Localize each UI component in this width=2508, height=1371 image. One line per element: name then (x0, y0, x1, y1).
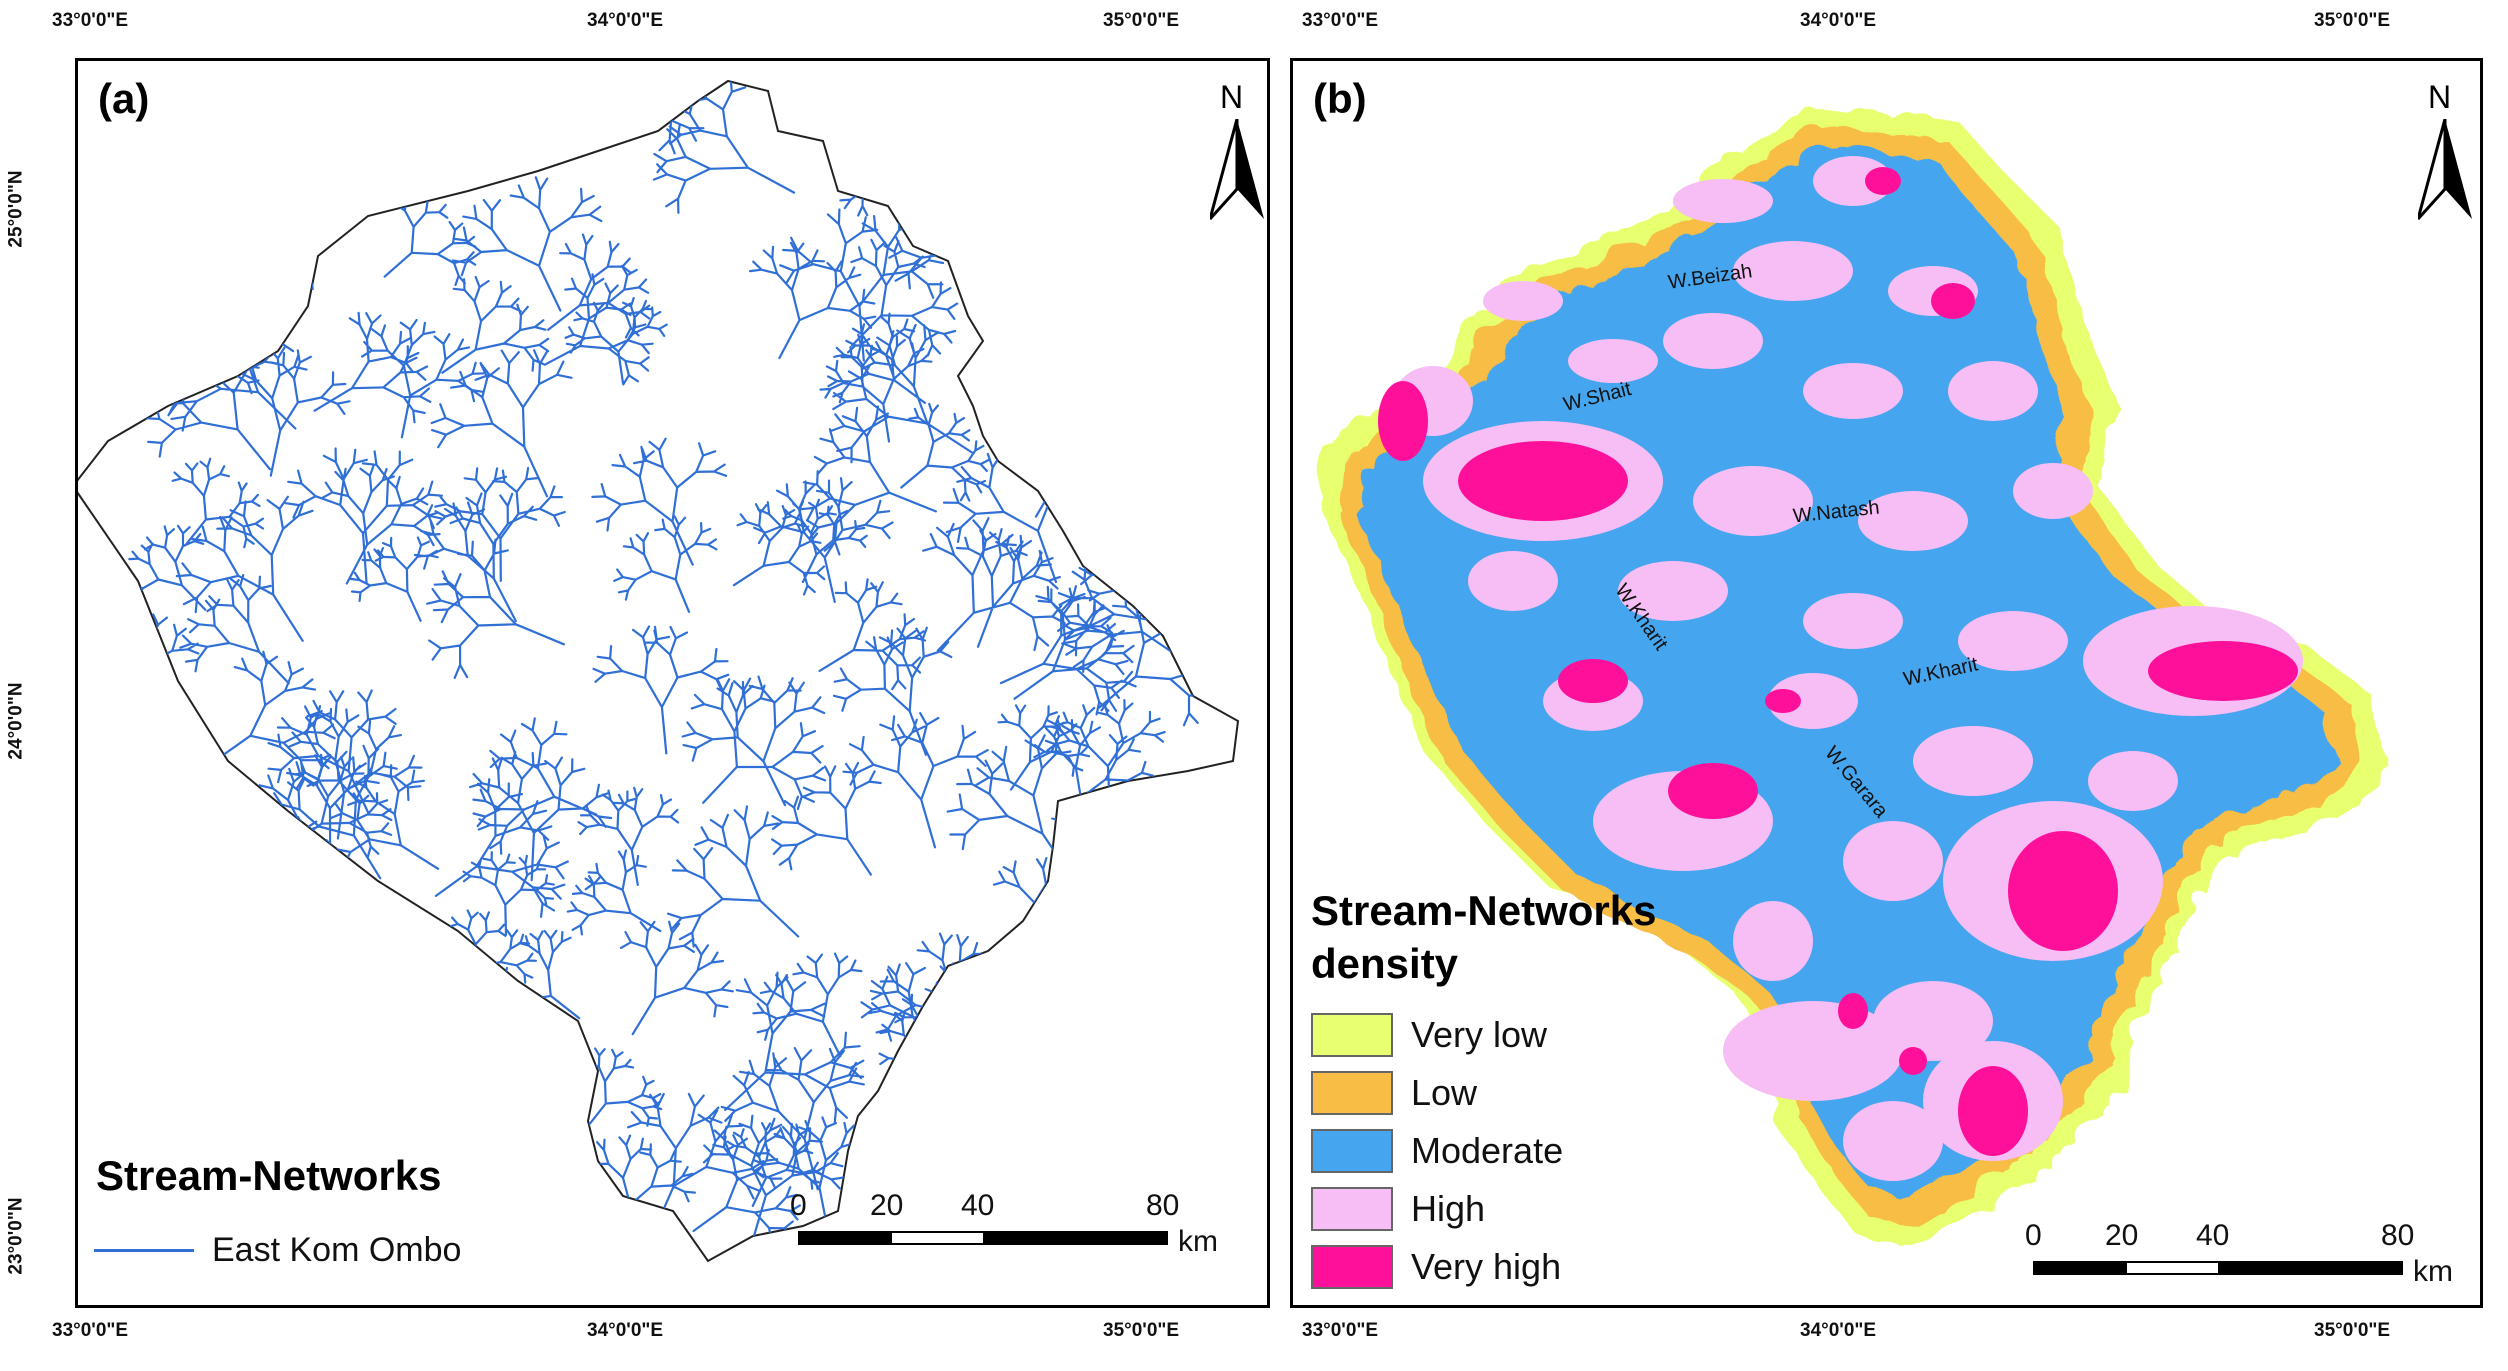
lon-label-bottom-a-34: 34°0'0"E (587, 1320, 664, 1341)
panel-b-scalebar: 0 20 40 80 km (2025, 1219, 2453, 1305)
legend-label-moderate: Moderate (1411, 1130, 1564, 1171)
panel-b-density-raster (1313, 101, 2383, 1246)
north-letter: N (2428, 79, 2452, 115)
north-arrow-icon (1210, 119, 1264, 221)
legend-label-low: Low (1411, 1072, 1478, 1113)
legend-class-very-low: Very low (1311, 1013, 1547, 1057)
legend-item-label: East Kom Ombo (212, 1231, 462, 1269)
panel-b-legend-title-line1: Stream-Networks (1311, 887, 1657, 934)
lon-label-bottom-b-35: 35°0'0"E (2314, 1320, 2391, 1341)
lon-label-bottom-b-34: 34°0'0"E (1800, 1320, 1877, 1341)
scale-tick-80: 80 (1146, 1189, 1180, 1222)
lon-label-top-a-35: 35°0'0"E (1103, 10, 1180, 31)
panel-a-stream-networks-map: (a) N Stream-Networks East Kom Ombo 0 20… (75, 58, 1270, 1308)
legend-label-high: High (1411, 1188, 1486, 1229)
legend-class-high: High (1311, 1187, 1485, 1231)
legend-class-low: Low (1311, 1071, 1477, 1115)
panel-a-basin (78, 79, 1240, 1263)
legend-swatch-moderate (1311, 1129, 1393, 1173)
lon-label-top-a-33: 33°0'0"E (52, 10, 129, 31)
legend-swatch-high (1311, 1187, 1393, 1231)
lat-label-24: 24°0'0"N (5, 682, 27, 760)
legend-class-very-high: Very high (1311, 1245, 1561, 1289)
scale-unit: km (1178, 1225, 1218, 1258)
panel-b-legend-title-line2: density (1311, 940, 1459, 987)
lon-label-top-b-35: 35°0'0"E (2314, 10, 2391, 31)
scale-unit: km (2413, 1255, 2453, 1288)
legend-swatch-low (1311, 1071, 1393, 1115)
legend-class-moderate: Moderate (1311, 1129, 1563, 1173)
lon-label-top-b-33: 33°0'0"E (1302, 10, 1379, 31)
lat-label-23: 23°0'0"N (5, 1197, 27, 1275)
scale-bar-graphic (2033, 1261, 2403, 1275)
panel-a-label: (a) (98, 75, 150, 122)
scale-tick-40: 40 (961, 1189, 995, 1222)
scale-tick-0: 0 (2025, 1219, 2042, 1252)
lon-label-bottom-b-33: 33°0'0"E (1302, 1320, 1379, 1341)
panel-a-north-arrow: N (1210, 79, 1267, 229)
lat-label-25: 25°0'0"N (5, 170, 27, 248)
lon-label-bottom-a-33: 33°0'0"E (52, 1320, 129, 1341)
panel-b-label: (b) (1313, 75, 1367, 122)
north-letter: N (1220, 79, 1244, 115)
stream-line-symbol (94, 1249, 194, 1252)
legend-label-very-high: Very high (1411, 1246, 1562, 1287)
legend-swatch-very-low (1311, 1013, 1393, 1057)
scale-tick-20: 20 (2105, 1219, 2139, 1252)
lon-label-top-a-34: 34°0'0"E (587, 10, 664, 31)
panel-b-north-arrow: N (2418, 79, 2478, 229)
lon-label-top-b-34: 34°0'0"E (1800, 10, 1877, 31)
scale-tick-80: 80 (2381, 1219, 2415, 1252)
scale-tick-0: 0 (790, 1189, 807, 1222)
panel-a-scalebar: 0 20 40 80 km (790, 1189, 1218, 1291)
scale-bar-graphic (798, 1231, 1168, 1245)
scale-tick-20: 20 (870, 1189, 904, 1222)
north-arrow-icon (2418, 119, 2472, 221)
legend-label-very-low: Very low (1411, 1014, 1548, 1055)
panel-a-legend-title: Stream-Networks (96, 1152, 442, 1199)
lon-label-bottom-a-35: 35°0'0"E (1103, 1320, 1180, 1341)
panel-a-legend-item: East Kom Ombo (94, 1231, 461, 1270)
legend-swatch-very-high (1311, 1245, 1393, 1289)
scale-tick-40: 40 (2196, 1219, 2230, 1252)
panel-b-density-map: (b) W.Beizah W.Shait W.Natash W.Kharit W… (1290, 58, 2483, 1308)
